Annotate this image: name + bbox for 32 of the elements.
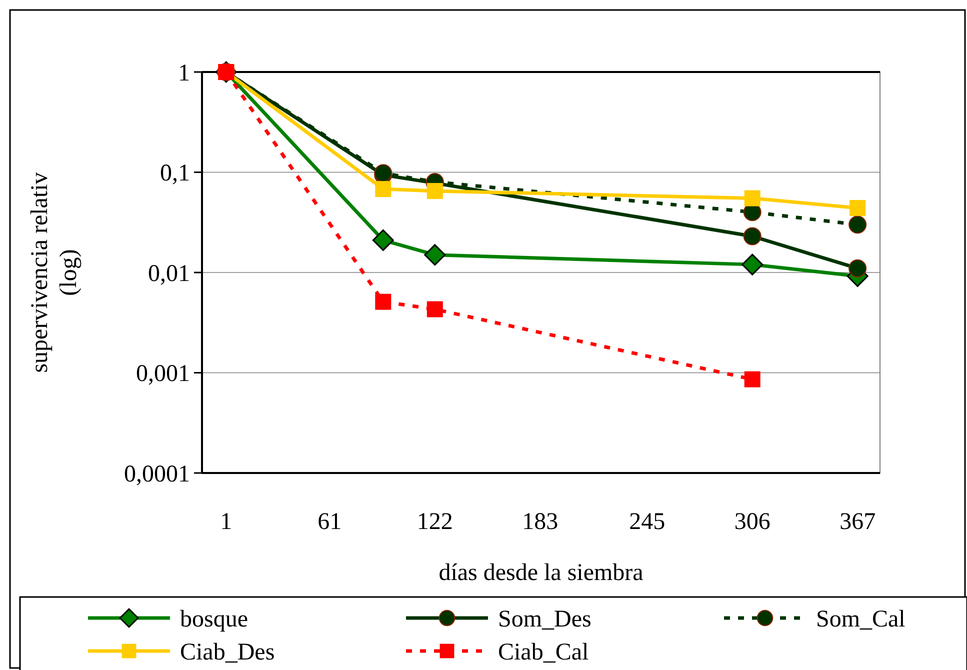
point: [375, 181, 392, 198]
legend-label: Som_Cal: [816, 606, 906, 632]
x-axis-title: días desde la siembra: [438, 560, 644, 586]
y-tick-label: 0,1: [160, 160, 190, 187]
y-tick-label: 0,0001: [124, 461, 190, 488]
legend-label: Ciab_Cal: [498, 639, 589, 666]
y-axis-title: supervivencia relativ (log): [27, 172, 82, 373]
point: [848, 216, 867, 234]
x-tick-label: 306: [734, 509, 770, 535]
point: [742, 254, 764, 276]
x-tick-label: 61: [318, 509, 342, 535]
point: [426, 183, 443, 200]
x-tick-label: 1: [220, 509, 232, 535]
point: [850, 200, 866, 216]
point: [848, 259, 867, 278]
point: [744, 190, 760, 206]
legend-label: Som_Des: [498, 606, 592, 632]
y-tick-label: 0,01: [148, 260, 190, 287]
point: [744, 371, 760, 388]
x-tick-label: 245: [629, 509, 666, 535]
y-tick-label: 1: [178, 60, 190, 86]
x-tick-label: 183: [522, 509, 558, 535]
x-tick-label: 122: [416, 509, 453, 535]
point: [375, 294, 392, 310]
point: [743, 227, 762, 246]
point: [426, 301, 443, 318]
legend-label: Ciab_Des: [180, 639, 275, 666]
point: [424, 244, 446, 266]
x-tick-label: 367: [840, 509, 876, 535]
y-tick-label: 0,001: [136, 361, 190, 388]
point: [372, 229, 394, 251]
legend-label: bosque: [180, 606, 248, 632]
